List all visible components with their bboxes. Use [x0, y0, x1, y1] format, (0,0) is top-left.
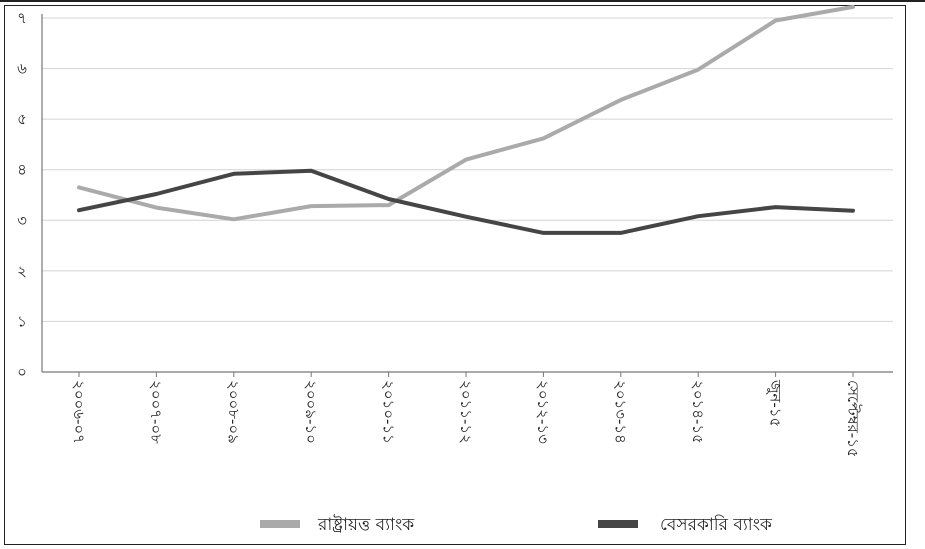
- x-tick-label: ২০০৭-০৮: [147, 380, 165, 444]
- legend-swatch: [260, 520, 300, 528]
- x-tick-label: ২০১৪-১৫: [689, 380, 707, 444]
- y-tick-label: ৪: [17, 161, 27, 179]
- series-line-state-banks: [77, 4, 855, 222]
- legend: রাষ্ট্রায়ত্ত ব্যাংক বেসরকারি ব্যাংক: [260, 514, 773, 535]
- legend-swatch: [598, 520, 638, 528]
- x-axis-ticks: ২০০৬-০৭ ২০০৭-০৮ ২০০৮-০৯ ২০০৯-১০ ২০১০-১১ ২০১১-…: [70, 372, 862, 458]
- y-axis-ticks: ০ ১ ২ ৩ ৪ ৫ ৬ ৭: [17, 9, 27, 381]
- chart-frame: [4, 5, 906, 545]
- x-tick-label: ২০১৩-১৪: [612, 380, 630, 444]
- y-tick-label: ৩: [17, 211, 27, 229]
- x-tick-label: ২০০৬-০৭: [70, 380, 88, 444]
- x-tick-label: ২০১০-১১: [379, 380, 397, 444]
- y-tick-label: ০: [17, 363, 27, 381]
- top-border: [0, 0, 925, 2]
- y-tick-label: ৫: [17, 110, 27, 128]
- x-tick-label: সেপ্টেম্বর-১৫: [844, 380, 862, 458]
- x-tick-label: ২০১২-১৩: [534, 380, 552, 444]
- x-tick-label: ২০০৮-০৯: [225, 380, 243, 444]
- x-tick-label: ২০০৯-১০: [302, 380, 320, 444]
- y-tick-label: ৭: [17, 9, 27, 27]
- gridlines: [42, 17, 893, 322]
- y-tick-label: ১: [17, 312, 27, 330]
- axes: [41, 14, 893, 373]
- y-tick-label: ৬: [17, 60, 27, 78]
- y-tick-label: ২: [17, 262, 27, 280]
- series-line-private-banks: [77, 168, 855, 235]
- legend-label: রাষ্ট্রায়ত্ত ব্যাংক: [317, 514, 415, 535]
- legend-label: বেসরকারি ব্যাংক: [660, 514, 773, 535]
- x-tick-label: জুন-১৫: [766, 379, 784, 427]
- x-tick-label: ২০১১-১২: [457, 380, 475, 444]
- series-lines: [77, 4, 855, 235]
